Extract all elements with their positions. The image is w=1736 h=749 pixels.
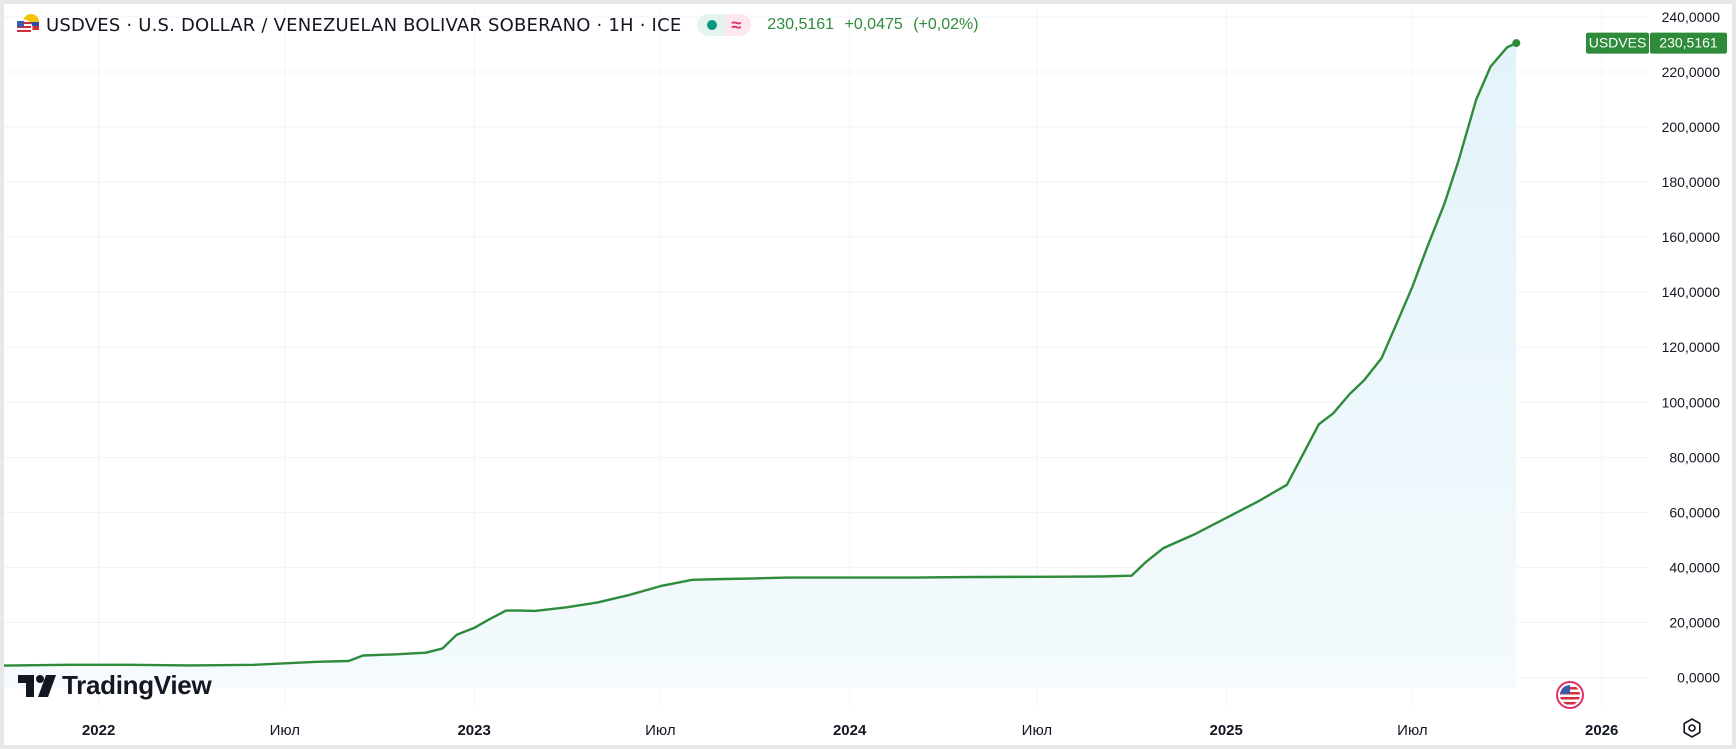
x-tick-label: 2023 — [457, 722, 490, 739]
x-tick-label: 2026 — [1585, 722, 1618, 739]
chart-settings-button[interactable] — [1682, 718, 1702, 743]
y-tick-label: 0,0000 — [1677, 669, 1720, 685]
x-axis[interactable]: 2022 Июл 2023 Июл 2024 Июл 2025 Июл 2026 — [82, 722, 1618, 739]
last-point-marker — [1512, 39, 1521, 48]
status-pill[interactable]: ≈ — [697, 14, 752, 36]
price-change: +0,0475 — [844, 16, 903, 33]
brand-name: TradingView — [62, 670, 212, 700]
gear-icon — [1683, 718, 1701, 738]
x-tick-label: Июл — [1397, 722, 1427, 739]
series-line-path — [3, 42, 1517, 667]
y-tick-label: 100,0000 — [1662, 394, 1721, 410]
x-tick-label: Июл — [270, 722, 300, 739]
tradingview-logo[interactable]: TradingView — [18, 670, 212, 701]
y-tick-label: 40,0000 — [1669, 559, 1720, 575]
x-tick-label: 2025 — [1210, 722, 1243, 739]
price-label-value: 230,5161 — [1659, 35, 1718, 51]
y-tick-label: 80,0000 — [1669, 449, 1720, 465]
area-fill-path — [4, 43, 1517, 688]
x-tick-label: 2024 — [833, 722, 867, 739]
area-fill — [4, 43, 1517, 688]
tradingview-mark-icon — [18, 674, 56, 697]
y-tick-label: 220,0000 — [1662, 64, 1721, 80]
x-tick-label: Июл — [645, 722, 675, 739]
price-label-value-bg — [1650, 32, 1727, 54]
price-label-symbol: USDVES — [1589, 35, 1647, 51]
y-tick-label: 200,0000 — [1662, 119, 1721, 135]
currency-flags-icon — [14, 13, 40, 37]
market-open-dot-icon — [707, 20, 718, 30]
y-tick-label: 120,0000 — [1662, 339, 1721, 355]
last-price: 230,5161 — [767, 16, 835, 33]
x-tick-label: Июл — [1022, 722, 1052, 739]
symbol-title[interactable]: USDVES · U.S. DOLLAR / VENEZUELAN BOLIVA… — [46, 14, 682, 36]
last-price-label: USDVES 230,5161 — [1586, 32, 1727, 54]
quote-values: 230,5161 +0,0475 (+0,02%) — [767, 16, 984, 34]
y-tick-label: 140,0000 — [1662, 284, 1721, 300]
y-axis[interactable]: 0,0000 20,0000 40,0000 60,0000 80,0000 100,00… — [1662, 9, 1721, 685]
price-change-percent: (+0,02%) — [913, 16, 979, 33]
chart-header: USDVES · U.S. DOLLAR / VENEZUELAN BOLIVA… — [14, 12, 985, 38]
y-tick-label: 180,0000 — [1662, 174, 1721, 190]
y-tick-label: 240,0000 — [1662, 9, 1721, 25]
y-tick-label: 20,0000 — [1669, 614, 1720, 630]
price-label-symbol-bg — [1586, 32, 1649, 54]
series-line-usdves — [3, 39, 1521, 667]
y-tick-label: 160,0000 — [1662, 229, 1721, 245]
y-tick-label: 60,0000 — [1669, 504, 1720, 520]
approx-icon: ≈ — [725, 14, 752, 36]
x-tick-label: 2022 — [82, 722, 115, 739]
us-flag-event-icon[interactable] — [1556, 681, 1584, 709]
